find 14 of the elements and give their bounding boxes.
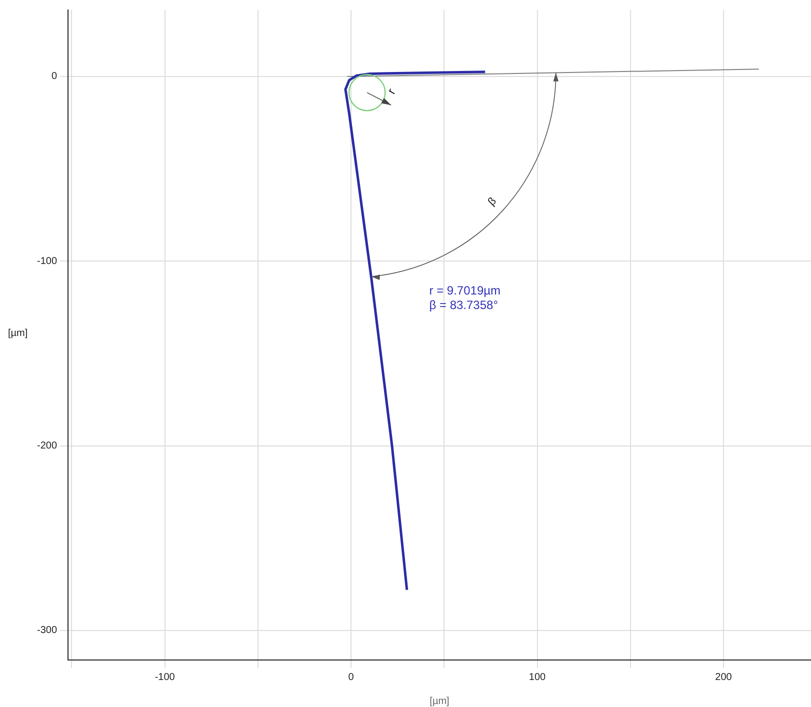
x-tick-label: -100 xyxy=(154,672,176,683)
y-axis-title: [µm] xyxy=(8,328,28,339)
y-tick-label: -200 xyxy=(36,440,58,452)
y-tick-label: 0 xyxy=(51,71,58,82)
x-tick-label: 200 xyxy=(715,672,732,683)
x-tick-label: 0 xyxy=(348,672,354,683)
annotation: r xyxy=(384,86,398,96)
x-tick-label: 100 xyxy=(528,672,546,683)
x-axis-title: [µm] xyxy=(430,696,450,707)
annotation: r = 9.7019µm xyxy=(429,283,501,298)
y-tick-label: -300 xyxy=(36,625,58,636)
annotation: β xyxy=(486,195,499,208)
y-tick-label: -100 xyxy=(36,256,58,267)
annotation: β = 83.7358° xyxy=(429,298,498,312)
